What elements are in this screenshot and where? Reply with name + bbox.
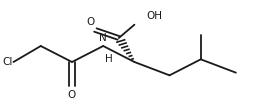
Text: H: H (105, 54, 113, 64)
Text: OH: OH (146, 11, 162, 21)
Text: Cl: Cl (2, 57, 12, 67)
Text: O: O (68, 90, 76, 100)
Text: O: O (86, 17, 95, 27)
Text: N: N (99, 33, 107, 43)
